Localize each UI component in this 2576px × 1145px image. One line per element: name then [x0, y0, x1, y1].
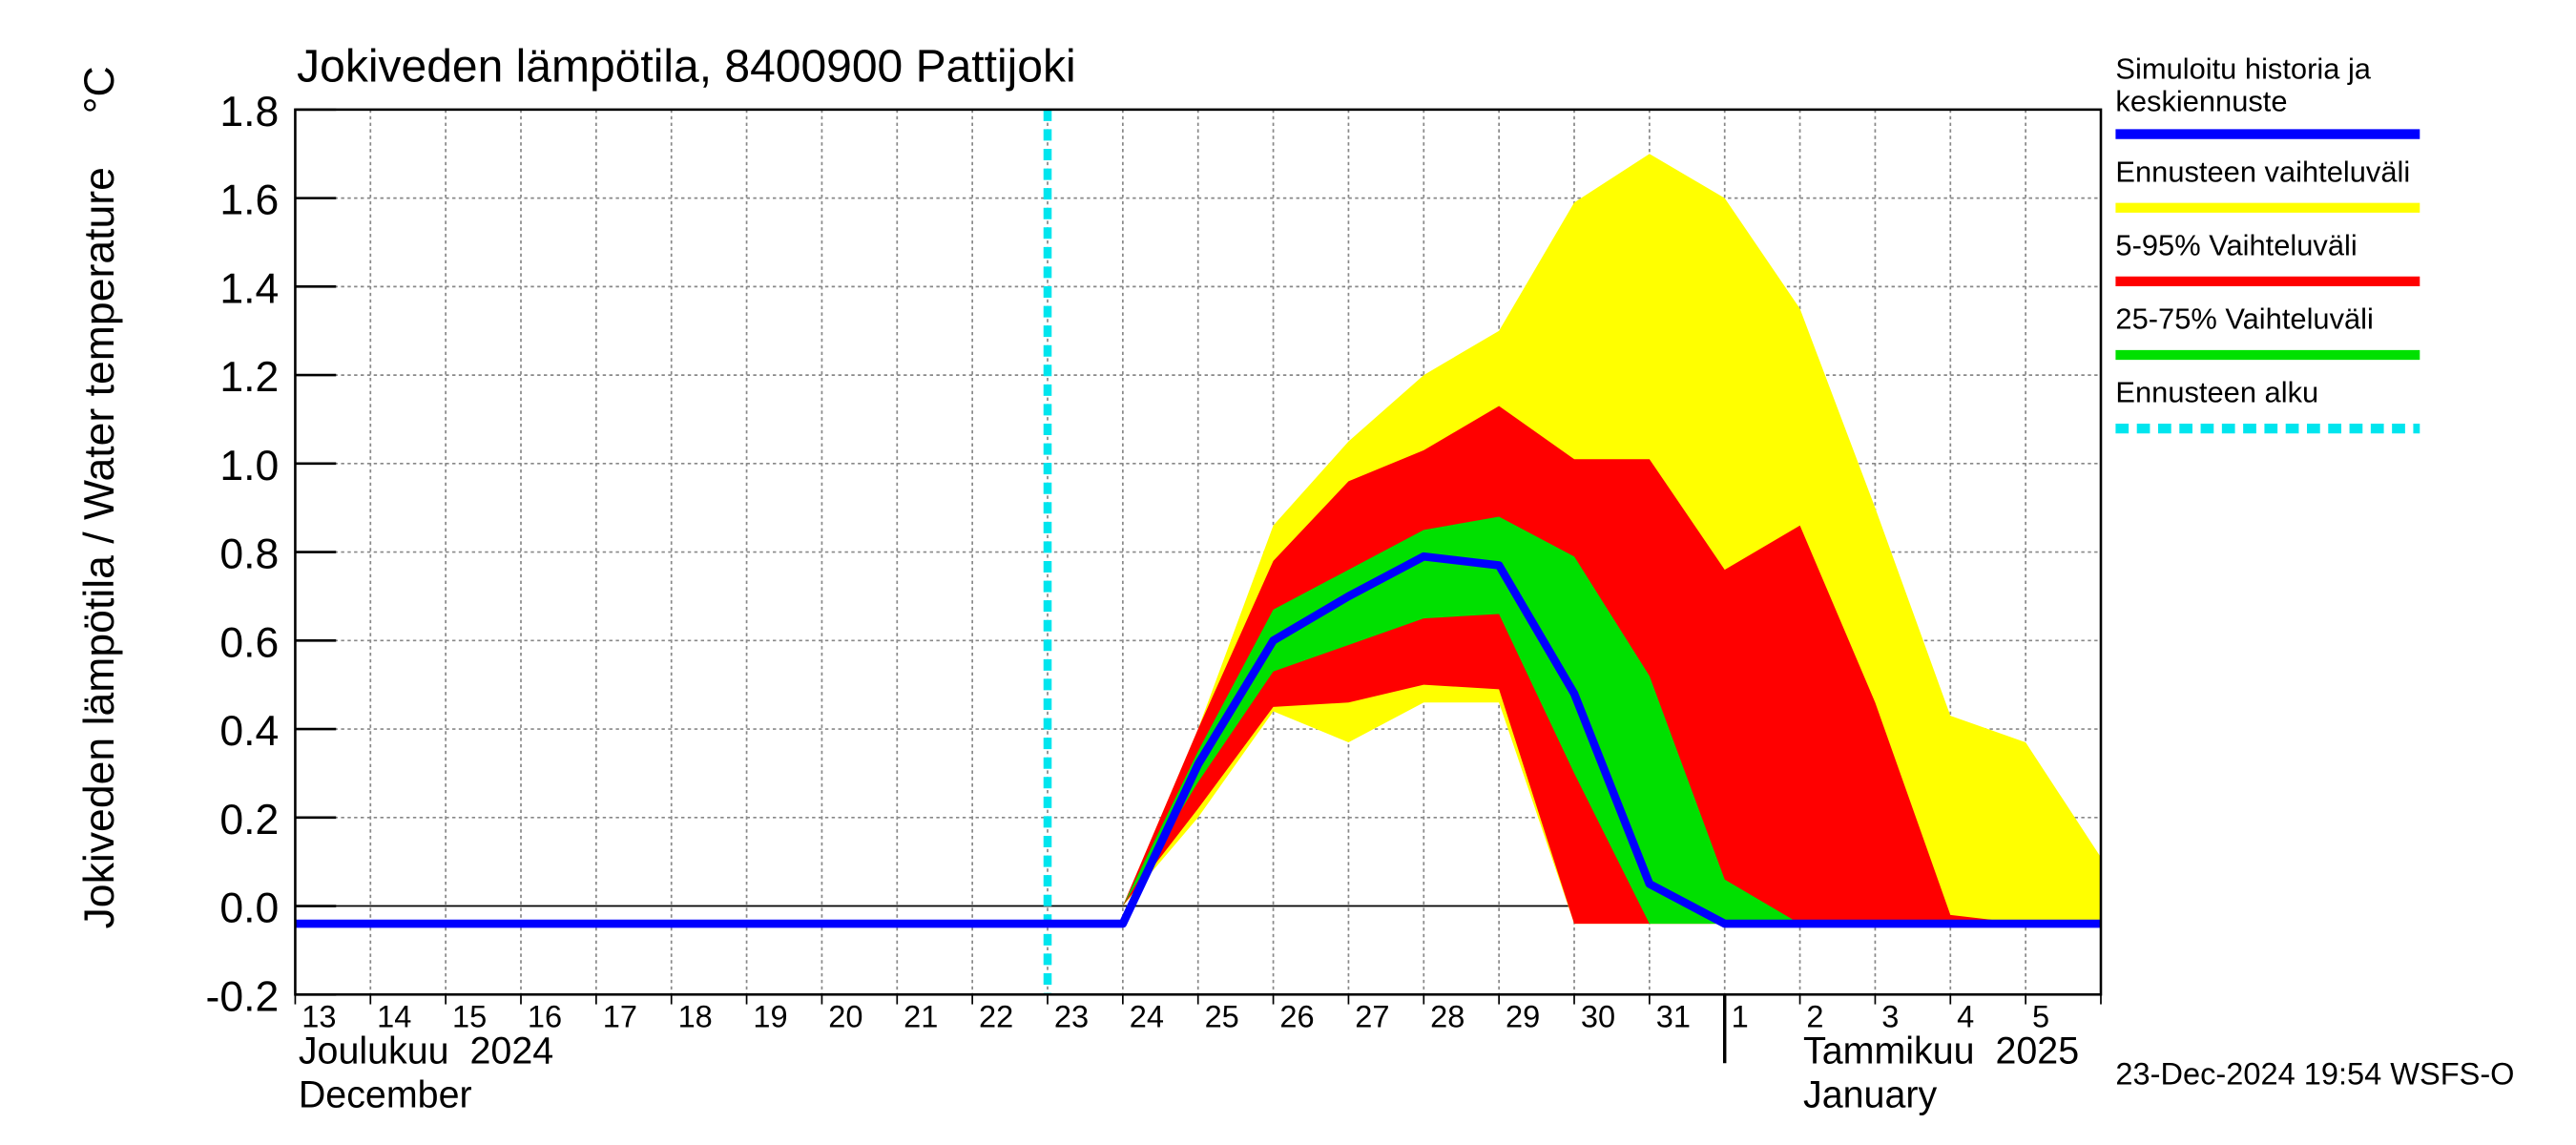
- y-tick-label: 1.8: [219, 89, 279, 135]
- y-tick-label: -0.2: [205, 973, 279, 1020]
- chart-title: Jokiveden lämpötila, 8400900 Pattijoki: [297, 42, 1076, 93]
- legend-label-box: Ennusteen alku: [2115, 376, 2319, 409]
- x-tick-label: 28: [1430, 1000, 1465, 1034]
- y-axis-label: Jokiveden lämpötila / Water temperature: [76, 167, 123, 928]
- x-tick-label: 3: [1881, 1000, 1899, 1034]
- y-tick-label: 1.6: [219, 177, 279, 224]
- y-tick-label: 0.6: [219, 619, 279, 666]
- legend-label: Ennusteen alku: [2115, 376, 2319, 409]
- month-label: Joulukuu 2024: [299, 1030, 553, 1072]
- x-tick-label: 27: [1355, 1000, 1389, 1034]
- legend-label: Ennusteen vaihteluväli: [2115, 155, 2411, 189]
- legend-label-box: 5-95% Vaihteluväli: [2115, 229, 2358, 262]
- legend-label-box: Simuloitu historia ja keskiennuste: [2115, 52, 2371, 118]
- x-tick-label: 17: [603, 1000, 637, 1034]
- x-tick-label: 20: [828, 1000, 862, 1034]
- x-tick-label: 26: [1279, 1000, 1314, 1034]
- x-tick-label: 5: [2032, 1000, 2049, 1034]
- x-tick-label: 14: [377, 1000, 411, 1034]
- x-tick-label: 2: [1806, 1000, 1823, 1034]
- x-tick-label: 19: [753, 1000, 787, 1034]
- x-tick-label: 23: [1054, 1000, 1089, 1034]
- footer: 23-Dec-2024 19:54 WSFS-O: [2115, 1057, 2514, 1092]
- y-unit: °C: [76, 66, 123, 114]
- legend-label: 5-95% Vaihteluväli: [2115, 229, 2358, 262]
- month-label: January: [1803, 1074, 1937, 1116]
- month-label: Tammikuu 2025: [1803, 1030, 2079, 1072]
- y-tick-label: 1.4: [219, 265, 279, 312]
- legend-label-box: Ennusteen vaihteluväli: [2115, 155, 2411, 189]
- x-tick-label: 31: [1656, 1000, 1691, 1034]
- x-tick-label: 30: [1581, 1000, 1615, 1034]
- x-tick-label: 24: [1130, 1000, 1164, 1034]
- x-tick-label: 21: [904, 1000, 938, 1034]
- x-tick-label: 22: [979, 1000, 1013, 1034]
- x-tick-label: 1: [1732, 1000, 1749, 1034]
- month-label: December: [299, 1074, 472, 1116]
- x-tick-label: 16: [528, 1000, 562, 1034]
- legend-label: Simuloitu historia ja keskiennuste: [2115, 52, 2371, 118]
- x-tick-label: 18: [678, 1000, 713, 1034]
- line-series: [295, 552, 2101, 928]
- y-tick-label: 1.2: [219, 354, 279, 401]
- legend-label: 25-75% Vaihteluväli: [2115, 302, 2374, 336]
- y-tick-label: 0.4: [219, 708, 279, 755]
- x-tick-label: 4: [1957, 1000, 1974, 1034]
- x-tick-label: 25: [1205, 1000, 1239, 1034]
- band: [1122, 516, 2101, 925]
- legend-label-box: 25-75% Vaihteluväli: [2115, 302, 2374, 336]
- x-tick-label: 13: [301, 1000, 336, 1034]
- y-tick-label: 0.0: [219, 885, 279, 932]
- x-tick-label: 29: [1506, 1000, 1540, 1034]
- y-tick-label: 0.8: [219, 531, 279, 578]
- y-tick-label: 1.0: [219, 443, 279, 489]
- x-tick-label: 15: [452, 1000, 487, 1034]
- y-tick-label: 0.2: [219, 797, 279, 843]
